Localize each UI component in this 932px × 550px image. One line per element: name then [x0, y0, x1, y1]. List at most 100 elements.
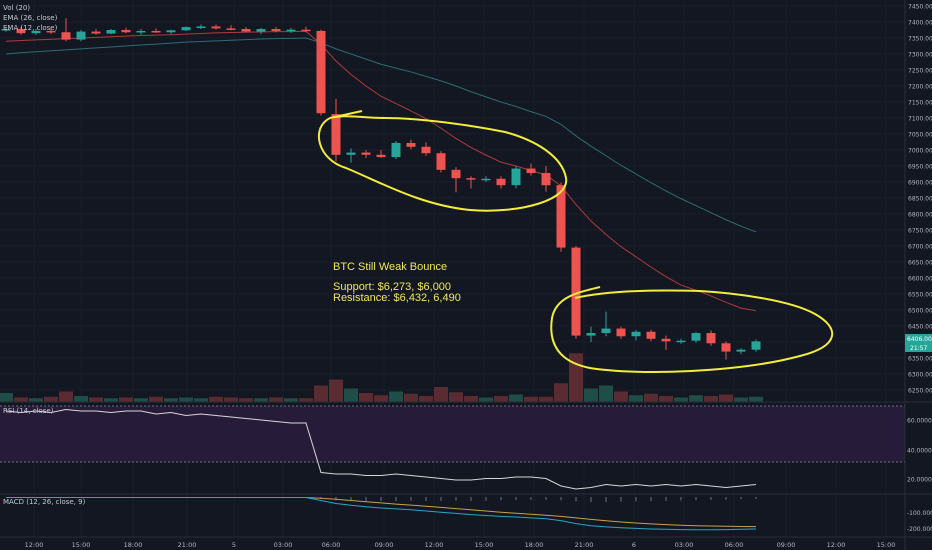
volume-bar	[0, 393, 13, 402]
volume-bar	[629, 395, 643, 402]
rsi-pane[interactable]: RSI (14, close)	[0, 405, 905, 490]
candle-body	[646, 331, 656, 339]
volume-bar	[239, 398, 253, 402]
volume-bar	[299, 398, 313, 402]
candle-body	[76, 31, 86, 40]
annotation-ellipses	[317, 110, 834, 373]
candle-body	[571, 247, 581, 336]
price-tick-label: 6950.00	[908, 164, 932, 171]
candle-body	[166, 30, 176, 33]
volume-bar	[29, 398, 43, 402]
legend-ema12[interactable]: EMA (12, close)	[3, 24, 58, 32]
candle-body	[151, 30, 161, 33]
price-axis[interactable]: 7450.00 7400.00 7350.00 7300.00 7250.00 7200.…	[908, 4, 932, 395]
volume-bar	[734, 397, 748, 402]
price-tick-label: 7050.00	[908, 132, 932, 139]
volume-bar	[749, 396, 763, 402]
macd-histogram	[320, 497, 757, 503]
volume-bar	[179, 397, 193, 402]
time-tick-label: 6	[632, 541, 636, 549]
legend-ema26[interactable]: EMA (26, close)	[3, 14, 58, 22]
time-tick-label: 03:00	[675, 541, 694, 549]
annotation-title: BTC Still Weak Bounce	[333, 261, 447, 273]
volume-bar	[659, 396, 673, 402]
time-tick-label: 09:00	[375, 541, 394, 549]
macd-pane[interactable]: MACD (12, 26, close, 9)	[0, 493, 932, 531]
candle-body	[181, 27, 191, 31]
candle-body	[106, 30, 116, 34]
price-tick-label: 6250.00	[908, 388, 932, 395]
legend-volume[interactable]: Vol (20)	[3, 4, 30, 12]
volume-bar	[224, 397, 238, 402]
time-tick-label: 18:00	[525, 541, 544, 549]
candle-body	[541, 173, 551, 186]
volume-bar	[434, 387, 448, 402]
volume-bar	[674, 397, 688, 402]
price-tick-label: 7200.00	[908, 84, 932, 91]
rsi-line	[5, 408, 757, 490]
candle-body	[196, 26, 206, 28]
ema12-line	[5, 30, 757, 312]
macd-axis[interactable]: -100.0000 -200.0000	[907, 510, 932, 533]
candle-body	[121, 30, 131, 33]
rsi-band	[0, 406, 905, 462]
candle-body	[46, 30, 56, 33]
volume-bar	[509, 394, 523, 402]
time-tick-label: 12:00	[25, 541, 44, 549]
volume-bar	[689, 395, 703, 402]
volume-bar	[374, 395, 388, 402]
candle-body	[241, 29, 251, 32]
current-price-label: 6406.00	[907, 336, 932, 343]
price-tick-label: 7250.00	[908, 68, 932, 75]
time-tick-label: 03:00	[274, 541, 293, 549]
candlesticks[interactable]	[1, 18, 761, 360]
candle-body	[61, 32, 71, 40]
volume-bar	[464, 396, 478, 402]
candle-body	[31, 30, 41, 34]
candle-body	[466, 178, 476, 180]
volume-bar	[314, 385, 328, 402]
price-tick-label: 6900.00	[908, 180, 932, 187]
time-tick-label: 09:00	[777, 541, 796, 549]
volume-bar	[254, 398, 268, 402]
candle-body	[526, 168, 536, 174]
candle-body	[511, 168, 521, 186]
price-tick-label: 7450.00	[908, 4, 932, 11]
volume-bar	[149, 396, 163, 402]
candle-body	[391, 142, 401, 158]
current-price-marker: 6406.00 21:57	[905, 334, 932, 352]
volume-bar	[74, 396, 88, 402]
time-tick-label: 21:00	[575, 541, 594, 549]
time-tick-label: 06:00	[725, 541, 744, 549]
volume-bar	[404, 393, 418, 402]
legend-rsi[interactable]: RSI (14, close)	[3, 407, 54, 415]
countdown-box	[905, 343, 932, 352]
candle-body	[496, 178, 506, 186]
rsi-tick-label: 20.0000	[907, 477, 932, 484]
candle-body	[691, 333, 701, 341]
candle-body	[16, 29, 26, 34]
candle-body	[586, 333, 596, 336]
candle-body	[256, 29, 266, 32]
volume-bar	[449, 392, 463, 402]
volume-bar	[164, 398, 178, 402]
candle-body	[676, 340, 686, 343]
price-tick-label: 6350.00	[908, 356, 932, 363]
legend-macd[interactable]: MACD (12, 26, close, 9)	[3, 498, 86, 506]
volume-bar	[329, 379, 343, 402]
rsi-tick-label: 60.0000	[907, 418, 932, 425]
annotation-support: Support: $6,273, $6,000	[333, 281, 451, 293]
candle-body	[331, 114, 341, 155]
volume-bar	[194, 398, 208, 402]
price-tick-label: 6600.00	[908, 276, 932, 283]
time-tick-label: 15:00	[475, 541, 494, 549]
rsi-axis[interactable]: 60.0000 40.0000 20.0000	[907, 418, 932, 484]
candle-body	[376, 154, 386, 158]
volume-bar	[44, 396, 58, 402]
candle-body	[406, 142, 416, 147]
time-tick-label: 06:00	[322, 541, 341, 549]
price-tick-label: 6650.00	[908, 260, 932, 267]
time-axis[interactable]: 12:00 15:00 18:00 21:00 5 03:00 06:00 09:00 12:0…	[25, 541, 896, 549]
